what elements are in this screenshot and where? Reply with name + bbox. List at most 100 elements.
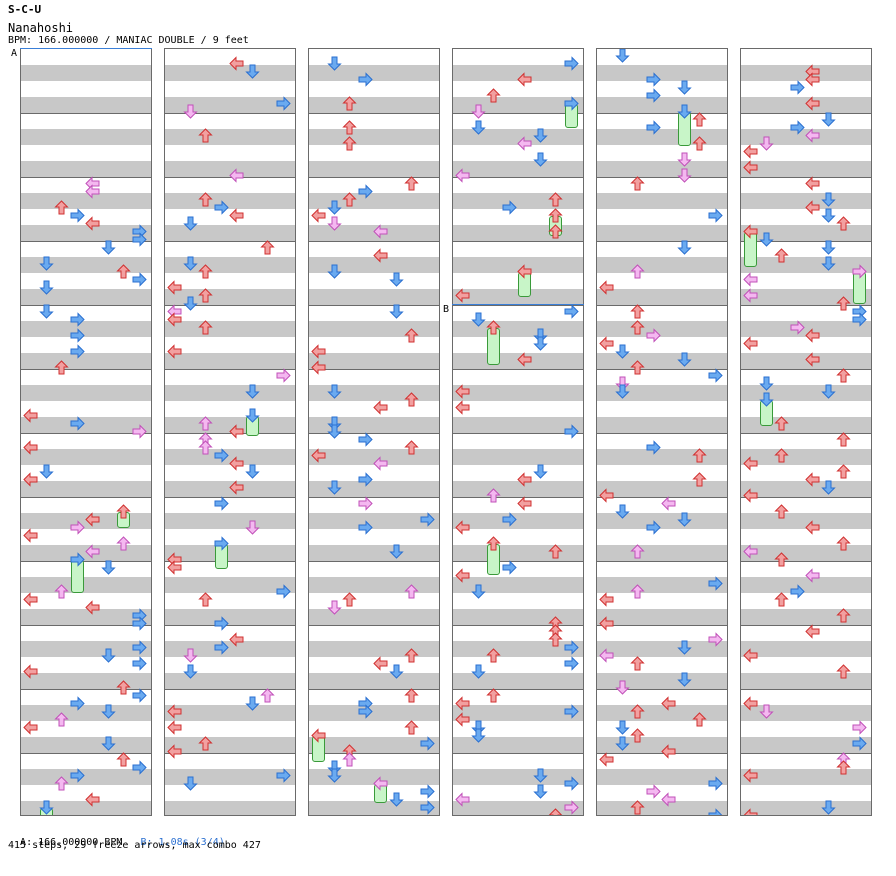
right-arrow-icon (708, 632, 723, 647)
right-arrow-icon (708, 576, 723, 591)
down-arrow-icon (820, 208, 836, 223)
right-arrow-icon (790, 320, 805, 335)
measure-line (165, 433, 295, 434)
chart-info: BPM: 166.000000 / MANIAC DOUBLE / 9 feet (8, 35, 249, 46)
up-arrow-icon (54, 712, 69, 727)
down-arrow-icon (326, 480, 342, 495)
up-arrow-icon (836, 296, 851, 311)
up-arrow-icon (774, 416, 789, 431)
up-arrow-icon (198, 736, 213, 751)
left-arrow-icon (743, 144, 758, 159)
down-arrow-icon (38, 464, 54, 479)
up-arrow-icon (774, 592, 789, 607)
right-arrow-icon (70, 312, 85, 327)
left-arrow-icon (311, 728, 326, 743)
up-arrow-icon (116, 752, 131, 767)
down-arrow-icon (758, 232, 774, 247)
measure-line (309, 689, 439, 690)
left-arrow-icon (373, 456, 388, 471)
left-arrow-icon (455, 792, 470, 807)
left-arrow-icon (167, 344, 182, 359)
measure-line (21, 497, 151, 498)
right-arrow-icon (646, 440, 661, 455)
left-arrow-icon (743, 456, 758, 471)
up-arrow-icon (198, 592, 213, 607)
down-arrow-icon (100, 648, 116, 663)
measure-line (597, 305, 727, 306)
right-arrow-icon (790, 120, 805, 135)
measure-line (741, 689, 871, 690)
up-arrow-icon (774, 448, 789, 463)
down-arrow-icon (326, 56, 342, 71)
left-arrow-icon (599, 488, 614, 503)
up-arrow-icon (486, 88, 501, 103)
measure-line (21, 113, 151, 114)
song-artist: S-C-U (8, 3, 42, 16)
measure-line (21, 177, 151, 178)
right-arrow-icon (214, 536, 229, 551)
left-arrow-icon (517, 264, 532, 279)
left-arrow-icon (455, 696, 470, 711)
chart-column-1 (20, 48, 152, 816)
up-arrow-icon (692, 712, 707, 727)
left-arrow-icon (167, 560, 182, 575)
up-arrow-icon (54, 200, 69, 215)
left-arrow-icon (455, 712, 470, 727)
left-arrow-icon (599, 280, 614, 295)
down-arrow-icon (38, 304, 54, 319)
down-arrow-icon (326, 216, 342, 231)
measure-line (309, 753, 439, 754)
right-arrow-icon (502, 200, 517, 215)
up-arrow-icon (342, 592, 357, 607)
measure-line (309, 177, 439, 178)
right-arrow-icon (646, 88, 661, 103)
left-arrow-icon (23, 408, 38, 423)
measure-line (309, 433, 439, 434)
measure-line (21, 753, 151, 754)
up-arrow-icon (404, 392, 419, 407)
down-arrow-icon (470, 312, 486, 327)
up-arrow-icon (630, 320, 645, 335)
down-arrow-icon (614, 344, 630, 359)
right-arrow-icon (708, 776, 723, 791)
up-arrow-icon (548, 192, 563, 207)
right-arrow-icon (214, 200, 229, 215)
measure-line (165, 497, 295, 498)
up-arrow-icon (198, 320, 213, 335)
up-arrow-icon (548, 632, 563, 647)
measure-line (309, 625, 439, 626)
right-arrow-icon (70, 768, 85, 783)
left-arrow-icon (311, 208, 326, 223)
left-arrow-icon (311, 344, 326, 359)
left-arrow-icon (455, 568, 470, 583)
measure-line (741, 369, 871, 370)
down-arrow-icon (532, 336, 548, 351)
up-arrow-icon (548, 808, 563, 815)
right-arrow-icon (564, 304, 579, 319)
left-arrow-icon (455, 384, 470, 399)
measure-line (165, 305, 295, 306)
up-arrow-icon (630, 704, 645, 719)
down-arrow-icon (38, 280, 54, 295)
up-arrow-icon (116, 680, 131, 695)
measure-line (309, 561, 439, 562)
measure-line (309, 305, 439, 306)
down-arrow-icon (758, 704, 774, 719)
left-arrow-icon (743, 336, 758, 351)
up-arrow-icon (692, 112, 707, 127)
right-arrow-icon (214, 616, 229, 631)
right-arrow-icon (564, 656, 579, 671)
bpm-line-b (452, 304, 584, 305)
left-arrow-icon (743, 648, 758, 663)
down-arrow-icon (470, 664, 486, 679)
right-arrow-icon (646, 328, 661, 343)
down-arrow-icon (532, 128, 548, 143)
right-arrow-icon (564, 704, 579, 719)
bpm-marker-a: A (11, 48, 18, 59)
left-arrow-icon (229, 632, 244, 647)
left-arrow-icon (373, 400, 388, 415)
down-arrow-icon (470, 104, 486, 119)
right-arrow-icon (132, 656, 147, 671)
up-arrow-icon (774, 504, 789, 519)
up-arrow-icon (198, 288, 213, 303)
